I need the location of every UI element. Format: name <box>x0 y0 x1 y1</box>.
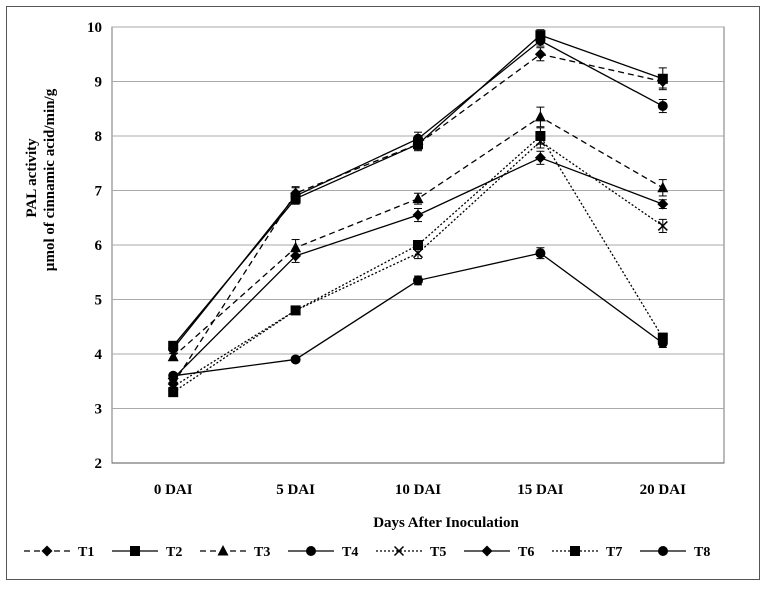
data-point-t8 <box>413 133 423 144</box>
data-point-t6 <box>657 198 669 210</box>
y-tick-labels: 2 3 4 5 6 7 8 9 10 <box>87 20 103 472</box>
y-tick-label: 5 <box>95 293 103 309</box>
data-point-t2 <box>657 73 668 84</box>
series-line-t5 <box>172 140 664 388</box>
data-point-t4 <box>535 248 546 259</box>
data-point-t4 <box>290 354 301 365</box>
legend-marker-t6 <box>481 545 493 557</box>
data-point-t7 <box>657 332 668 343</box>
data-point-t8 <box>290 190 301 201</box>
legend: T1 T2 T3 T4 T5 T6 T7 T8 <box>24 545 710 560</box>
data-point-t7 <box>290 305 301 316</box>
data-point-t1 <box>534 48 546 60</box>
legend-label-t3: T3 <box>254 545 270 560</box>
data-point-t5 <box>657 220 668 231</box>
data-point-t2 <box>413 139 423 150</box>
data-point-t6 <box>167 373 179 385</box>
y-axis-title-line2: µmol of cinnamic acid/min/g <box>42 88 58 271</box>
x-tick-label: 10 DAI <box>395 482 441 498</box>
y-tick-label: 2 <box>95 456 103 472</box>
data-point-t8 <box>168 343 179 354</box>
data-markers <box>167 30 669 398</box>
legend-label-t8: T8 <box>694 545 710 560</box>
legend-label-t2: T2 <box>166 545 182 560</box>
data-point-t3 <box>167 350 179 362</box>
legend-marker-t4 <box>306 546 316 556</box>
y-tick-label: 6 <box>95 238 103 254</box>
legend-label-t7: T7 <box>606 545 622 560</box>
legend-marker-t2 <box>130 546 140 556</box>
x-axis-title: Days After Inoculation <box>373 515 519 531</box>
data-point-t8 <box>657 101 668 112</box>
x-tick-label: 15 DAI <box>517 482 563 498</box>
data-point-t4 <box>413 275 423 286</box>
legend-marker-t8 <box>658 546 668 556</box>
data-point-t6 <box>290 250 302 262</box>
legend-label-t4: T4 <box>342 545 358 560</box>
chart-frame <box>6 6 760 580</box>
legend-label-t6: T6 <box>518 545 534 560</box>
x-tick-label: 5 DAI <box>276 482 315 498</box>
y-tick-label: 10 <box>87 20 102 36</box>
y-tick-label: 8 <box>95 129 103 145</box>
series-line-t1 <box>172 53 663 385</box>
legend-label-t5: T5 <box>430 545 446 560</box>
data-point-t7 <box>413 240 423 250</box>
y-axis-title-line1: PAL activity <box>24 138 40 218</box>
y-tick-label: 7 <box>95 184 103 200</box>
series-line-t4 <box>173 252 664 377</box>
legend-marker-t1 <box>41 545 53 557</box>
data-point-t5 <box>412 248 424 259</box>
data-point-t6 <box>412 209 424 221</box>
data-point-t6 <box>534 152 546 164</box>
data-point-t3 <box>290 241 302 253</box>
legend-marker-t3 <box>217 545 229 556</box>
legend-marker-t7 <box>570 546 580 556</box>
x-tick-label: 20 DAI <box>640 482 686 498</box>
y-tick-label: 3 <box>95 402 103 418</box>
data-point-t3 <box>534 110 546 122</box>
data-point-t2 <box>535 30 546 41</box>
data-point-t3 <box>412 192 424 204</box>
data-point-t8 <box>535 35 546 46</box>
x-tick-label: 0 DAI <box>154 482 193 498</box>
data-point-t3 <box>657 181 669 193</box>
data-point-t7 <box>168 387 179 398</box>
data-point-t7 <box>535 131 546 141</box>
y-tick-label: 9 <box>95 75 103 91</box>
legend-marker-t5 <box>393 545 405 557</box>
legend-label-t1: T1 <box>78 545 94 560</box>
x-tick-labels: 0 DAI 5 DAI 10 DAI 15 DAI 20 DAI <box>154 482 686 498</box>
y-tick-label: 4 <box>95 347 103 363</box>
series-line-t3 <box>172 116 664 358</box>
